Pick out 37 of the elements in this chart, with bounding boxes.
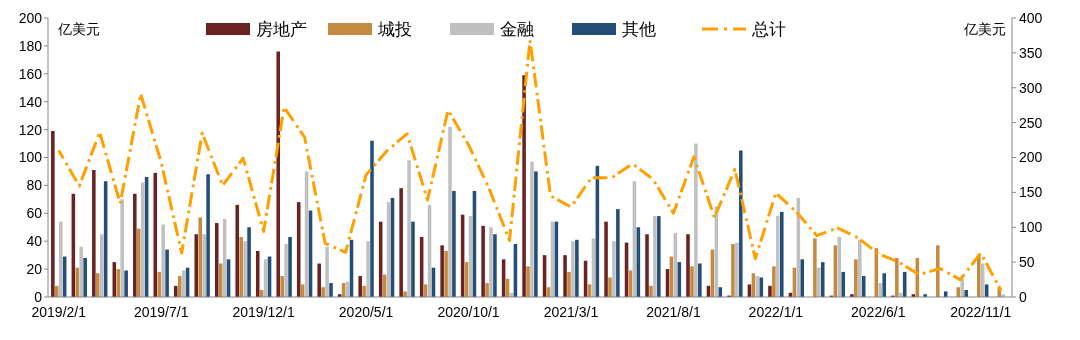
y2-tick-label: 250 <box>1019 114 1043 131</box>
y-tick-label: 100 <box>18 149 43 166</box>
y-tick-label: 200 <box>18 9 43 26</box>
y2-tick-label: 50 <box>1019 254 1035 271</box>
x-tick-label: 2022/11/1 <box>950 304 1012 320</box>
y-tick-label: 20 <box>26 261 43 277</box>
x-tick-label: 2022/1/1 <box>748 304 804 320</box>
y2-tick-label: 0 <box>1019 288 1027 305</box>
x-tick-label: 2019/2/1 <box>31 304 87 320</box>
x-tick-label: 2019/12/1 <box>232 304 295 320</box>
y2-axis-title: 亿美元 <box>963 21 1006 37</box>
y-tick-label: 140 <box>18 93 43 110</box>
x-tick-label: 2020/5/1 <box>338 304 394 320</box>
y-tick-label: 180 <box>18 37 43 54</box>
legend-label: 房地产 <box>256 20 307 39</box>
legend-label: 金融 <box>500 20 534 39</box>
y-axis-title: 亿美元 <box>57 21 100 37</box>
y2-tick-label: 200 <box>1019 149 1043 166</box>
legend-label: 总计 <box>751 20 786 39</box>
y-tick-label: 40 <box>26 233 43 250</box>
y-tick-label: 80 <box>26 177 43 194</box>
y-tick-label: 0 <box>34 288 43 305</box>
y2-tick-label: 150 <box>1019 184 1043 201</box>
x-tick-label: 2022/6/1 <box>851 304 906 320</box>
x-tick-label: 2020/10/1 <box>437 304 500 320</box>
x-tick-label: 2019/7/1 <box>133 304 189 320</box>
y-tick-label: 60 <box>26 205 43 222</box>
y2-tick-label: 300 <box>1019 79 1043 96</box>
x-tick-label: 2021/8/1 <box>646 304 701 320</box>
y2-tick-label: 100 <box>1019 219 1043 236</box>
legend-label: 其他 <box>622 20 656 39</box>
y-tick-label: 120 <box>18 121 43 138</box>
y-tick-label: 160 <box>18 65 43 82</box>
legend-label: 城投 <box>377 20 412 39</box>
x-tick-label: 2021/3/1 <box>543 304 599 320</box>
y2-tick-label: 400 <box>1019 9 1043 26</box>
y2-tick-label: 350 <box>1019 44 1043 61</box>
